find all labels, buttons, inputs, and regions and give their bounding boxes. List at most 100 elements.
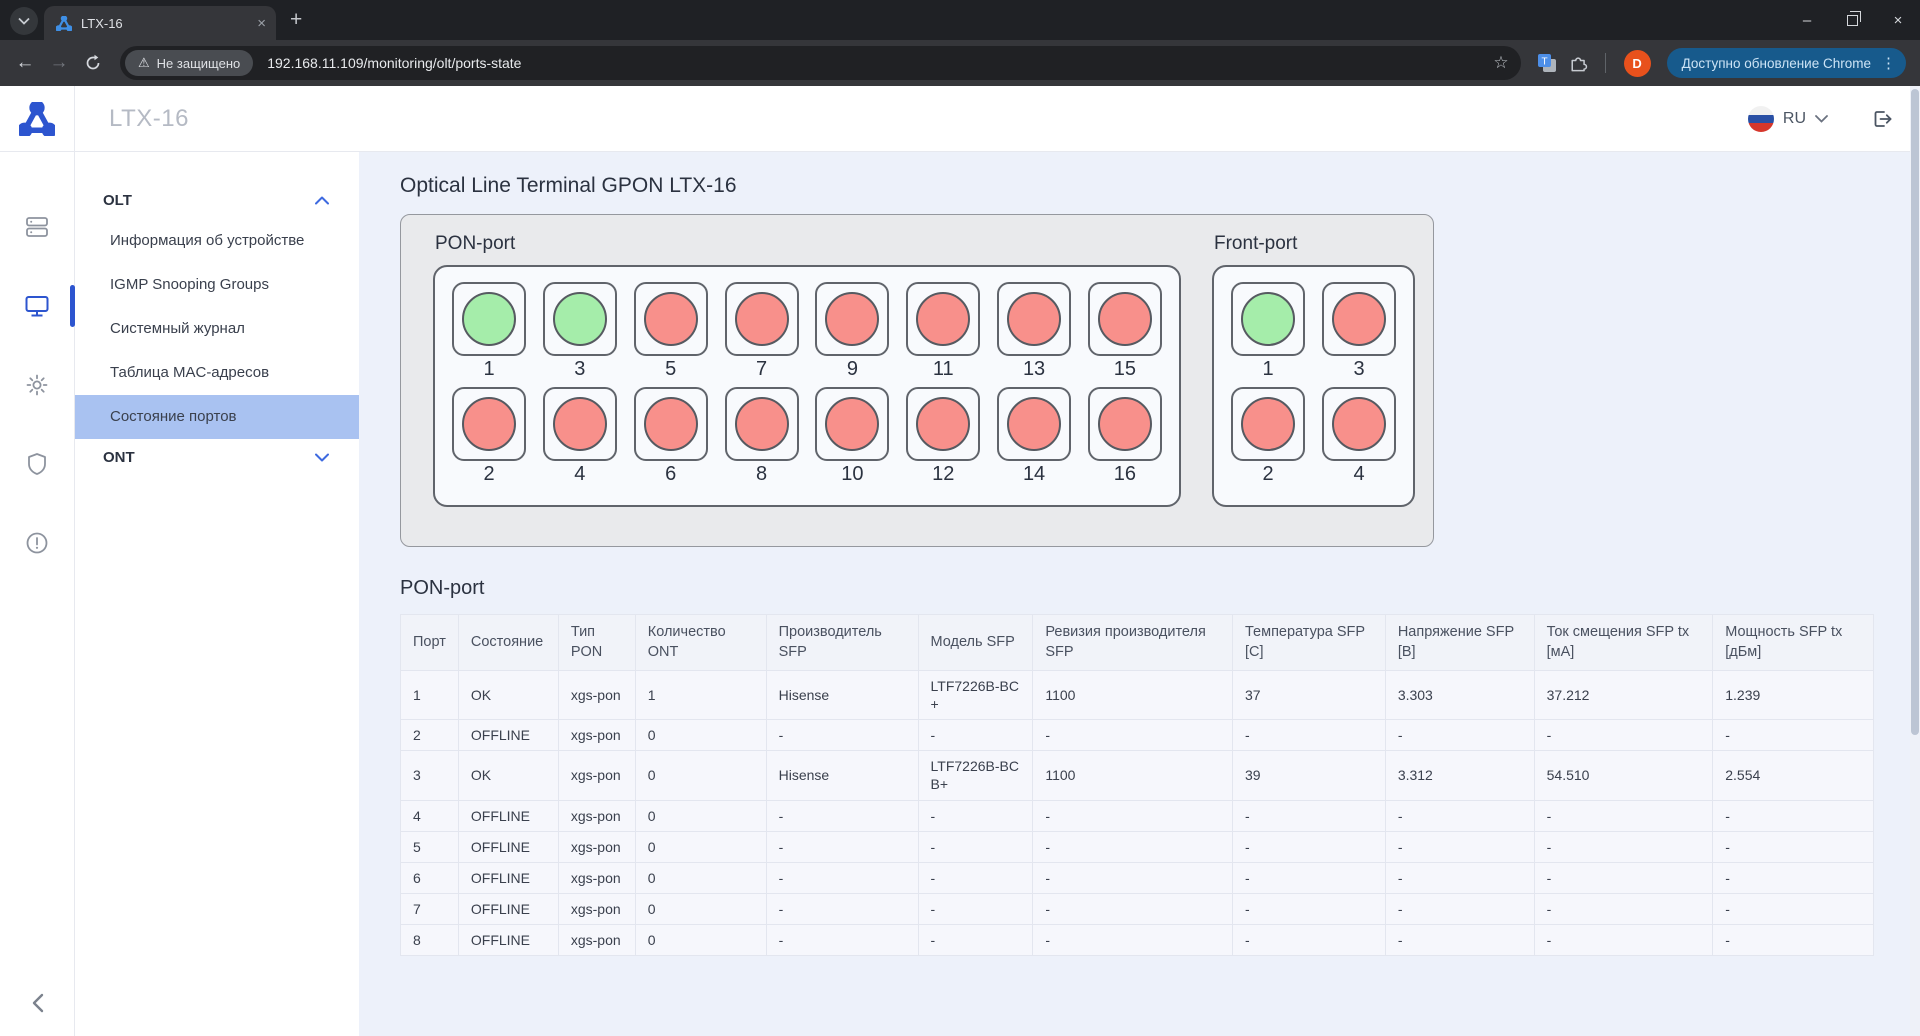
back-button[interactable]: ← [15,52,35,73]
port-box [633,387,708,461]
table-cell: - [765,861,919,895]
page-scrollbar[interactable] [1910,86,1920,1036]
monitor-icon [25,296,49,317]
table-cell: - [1032,924,1233,957]
port-number: 8 [755,463,768,485]
nav-settings-button[interactable] [24,372,50,398]
gear-icon [26,374,48,396]
sidebar-group-olt[interactable]: OLT [75,182,359,219]
app-logo [0,86,75,151]
puzzle-icon [1571,57,1587,72]
chevron-down-icon [1815,114,1828,123]
table-cell: 0 [634,830,767,863]
nav-servers-button[interactable] [24,214,50,240]
reload-button[interactable] [78,48,108,78]
port-indicator: 6 [633,387,708,490]
chevron-down-icon [315,453,329,462]
table-cell: xgs-pon [557,718,636,752]
port-box [1231,387,1305,461]
translate-button[interactable]: T [1533,49,1561,77]
table-cell: - [1533,830,1714,863]
table-cell: 54.510 [1533,750,1714,801]
window-restore-button[interactable] [1847,10,1861,26]
security-chip[interactable]: ⚠ Не защищено [125,50,254,76]
port-indicator: 11 [906,282,981,385]
chevron-left-icon [32,993,43,1013]
table-header-cell: Порт [400,614,459,671]
tab-search-button[interactable] [10,7,38,35]
new-tab-button[interactable]: + [290,8,303,31]
table-cell: - [1712,718,1874,752]
extensions-button[interactable] [1565,49,1593,77]
russian-flag-icon [1747,105,1774,132]
logout-button[interactable] [1870,107,1894,131]
tab-close-icon[interactable]: × [257,14,266,32]
chrome-update-button[interactable]: Доступно обновление Chrome ⋮ [1666,48,1906,78]
browser-tab[interactable]: LTX-16 × [44,6,276,40]
table-cell: - [1232,924,1386,957]
table-cell: 37.212 [1533,669,1714,720]
table-cell: - [1533,924,1714,957]
scrollbar-thumb[interactable] [1911,89,1919,735]
nav-alerts-button[interactable] [24,530,50,556]
port-status-lamp [462,292,516,346]
port-number: 2 [1262,463,1274,485]
browser-toolbar: ← → ⚠ Не защищено 192.168.11.109/monitor… [0,40,1920,86]
port-indicator: 9 [815,282,890,385]
app-root: LTX-16 RU [0,86,1920,1036]
table-header-cell: Напряжение SFP [B] [1384,614,1535,671]
table-cell: 1 [400,669,459,720]
sidebar-group-ont[interactable]: ONT [75,439,359,476]
table-cell: 37 [1232,669,1386,720]
bookmark-star-icon[interactable]: ☆ [1493,53,1509,72]
url-text[interactable]: 192.168.11.109/monitoring/olt/ports-stat… [267,55,522,71]
shield-icon [28,453,46,475]
table-title: PON-port [400,577,485,599]
port-number: 11 [932,358,954,380]
port-number: 1 [483,358,495,380]
table-cell: - [1232,861,1386,895]
port-indicator: 10 [815,387,890,490]
port-status-lamp [825,397,880,451]
port-box [997,387,1072,461]
table-cell: - [1384,718,1535,752]
profile-avatar[interactable]: D [1623,49,1651,77]
table-cell: - [917,861,1034,895]
port-box [1322,387,1396,461]
port-status-lamp [1097,292,1152,346]
nav-security-button[interactable] [24,451,50,477]
port-indicator: 1 [1231,282,1305,385]
port-indicator: 4 [542,387,617,490]
table-row: 1 OK xgs-pon 1 Hisense LTF7226B-BC+ 1100 37 3.30… [400,669,1874,720]
molecule-logo-icon [19,101,55,136]
pon-ports-panel: 1 3 5 7 9 11 13 15 2 4 6 8 10 12 14 16 [433,265,1181,507]
port-number: 3 [574,358,586,380]
port-status-lamp [1007,397,1062,451]
table-cell: 0 [634,718,767,752]
sidebar-item[interactable]: IGMP Snooping Groups [110,276,269,293]
not-secure-warning-icon: ⚠ [138,55,150,70]
sidebar-collapse-button[interactable] [0,992,75,1014]
port-box [724,387,799,461]
chevron-up-icon [315,196,329,205]
window-close-button[interactable]: × [1893,11,1903,29]
port-number: 3 [1353,358,1365,380]
table-cell: - [1533,799,1714,832]
sidebar-item[interactable]: Системный журнал [110,320,245,337]
port-number: 15 [1113,358,1137,380]
table-cell: - [1533,861,1714,895]
sidebar-item[interactable]: Таблица MAC-адресов [110,364,270,381]
table-cell: 0 [634,799,767,832]
table-header-cell: Ток смещения SFP tx [мА] [1533,614,1714,671]
table-cell: - [1712,799,1874,832]
table-cell: - [765,718,919,752]
sidebar-item[interactable]: Состояние портов [75,395,359,439]
table-cell: - [1032,799,1233,832]
window-minimize-button[interactable]: – [1802,11,1812,29]
address-bar[interactable]: ⚠ Не защищено 192.168.11.109/monitoring/… [120,46,1521,80]
sidebar-item[interactable]: Информация об устройстве [110,232,305,249]
language-selector[interactable]: RU [1747,105,1828,132]
table-cell: OK [457,669,559,720]
nav-monitoring-button[interactable] [24,285,75,327]
browser-menu-icon[interactable]: ⋮ [1881,55,1896,72]
